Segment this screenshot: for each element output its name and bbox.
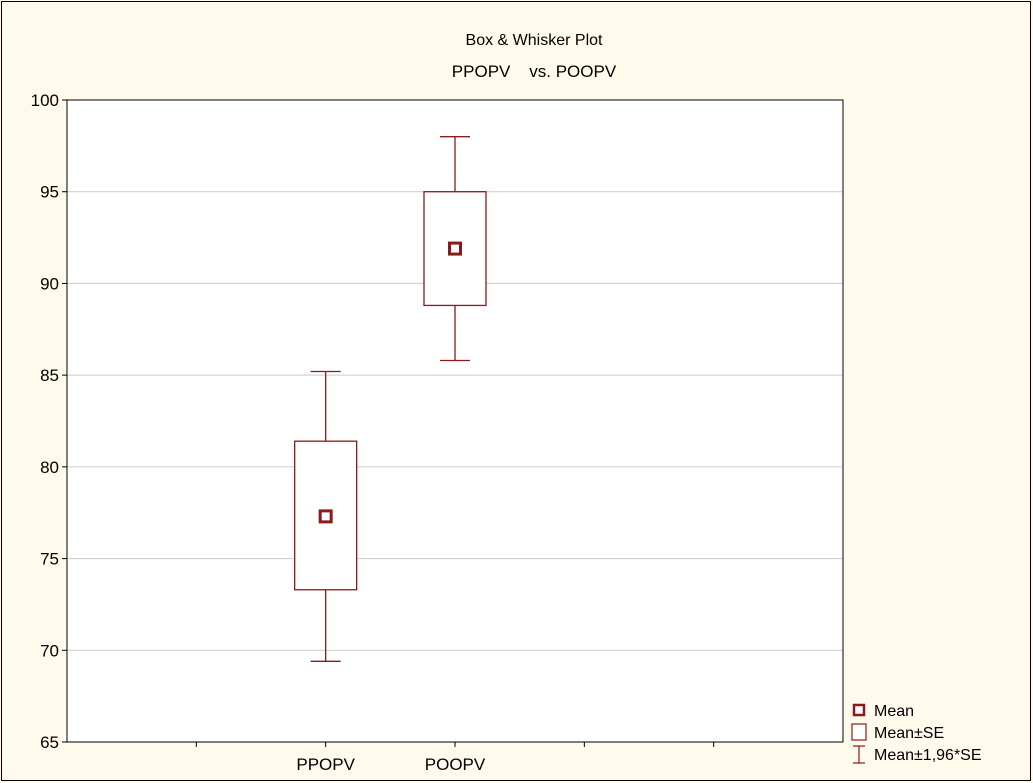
y-tick-label: 70 — [40, 641, 59, 660]
mean-marker — [448, 241, 462, 256]
y-tick-label: 100 — [31, 91, 59, 110]
y-tick-label: 90 — [40, 274, 59, 293]
x-tick-label: PPOPV — [296, 755, 355, 774]
plot-marks — [294, 136, 487, 662]
legend-box-icon — [851, 723, 867, 741]
y-tick-label: 85 — [40, 366, 59, 385]
y-tick-label: 80 — [40, 458, 59, 477]
chart-subtitle: PPOPV vs. POOPV — [452, 62, 617, 81]
y-tick-label: 75 — [40, 550, 59, 569]
legend-label: Mean±SE — [874, 725, 944, 742]
mean-marker — [318, 509, 333, 524]
axes: 65 70 75 80 85 90 95 100 PPOPV POOPV — [31, 91, 715, 774]
legend-label: Mean — [874, 703, 914, 720]
y-tick-label: 95 — [40, 183, 59, 202]
legend-label: Mean±1,96*SE — [874, 747, 982, 764]
y-tick-label: 65 — [40, 733, 59, 752]
legend-mean-icon — [852, 703, 866, 717]
plot-border — [66, 99, 844, 743]
legend: Mean Mean±SE Mean±1,96*SE — [851, 703, 982, 764]
x-tick-label: POOPV — [425, 755, 486, 774]
chart-title: Box & Whisker Plot — [466, 32, 603, 49]
